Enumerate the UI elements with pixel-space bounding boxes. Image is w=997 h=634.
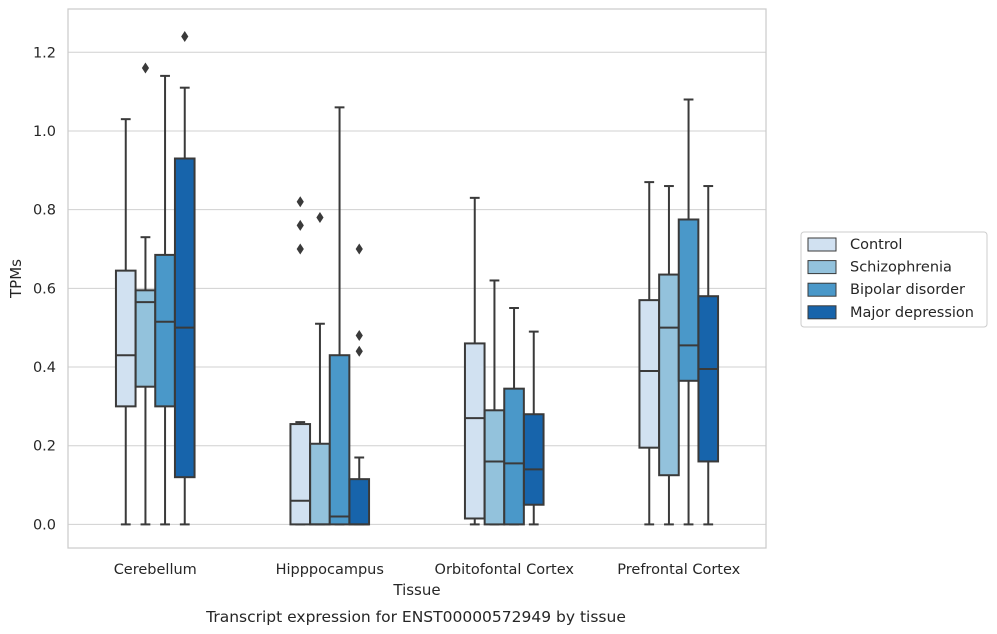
- box-major-depression: [697, 185, 720, 526]
- box-body: [348, 478, 371, 526]
- y-axis-label: TPMs: [7, 259, 25, 299]
- box-body: [697, 295, 720, 463]
- x-tick-label: Prefrontal Cortex: [617, 562, 740, 578]
- y-tick-label: 0.6: [33, 281, 56, 297]
- legend-swatch: [807, 282, 837, 297]
- y-tick-labels: 0.0 0.2 0.4 0.6 0.8 1.0 1.2: [33, 45, 56, 533]
- outlier-point: [355, 243, 363, 255]
- y-tick-label: 1.0: [33, 124, 56, 140]
- box-body: [522, 413, 545, 506]
- box-body: [638, 299, 661, 449]
- box-schizophrenia: [483, 279, 506, 526]
- legend: Control Schizophrenia Bipolar disorder Majo…: [800, 231, 988, 328]
- box-body: [309, 442, 331, 526]
- x-tick-label: Cerebellum: [114, 562, 197, 578]
- x-tick-label: Hipppocampus: [276, 562, 384, 578]
- box-body: [677, 218, 700, 382]
- box-series: [114, 31, 720, 526]
- box-control: [463, 196, 486, 526]
- y-tick-label: 0.8: [33, 203, 56, 219]
- x-tick-labels: Cerebellum Hipppocampus Orbitofontal Corte…: [114, 562, 741, 578]
- outlier-point: [296, 219, 304, 231]
- y-tick-label: 0.2: [33, 439, 56, 455]
- box-control: [638, 181, 661, 526]
- box-body: [114, 269, 137, 408]
- outlier-point: [296, 243, 304, 255]
- outlier-point: [181, 31, 189, 43]
- box-bipolar-disorder: [503, 307, 525, 526]
- box-body: [289, 423, 312, 526]
- box-major-depression: [348, 243, 371, 526]
- box-schizophrenia: [134, 62, 157, 526]
- x-axis-label: Tissue: [392, 581, 440, 599]
- box-major-depression: [173, 31, 196, 526]
- box-bipolar-disorder: [328, 106, 351, 526]
- box-body: [328, 354, 351, 526]
- y-tick-label: 0.0: [33, 517, 56, 533]
- outlier-point: [355, 345, 363, 357]
- box-bipolar-disorder: [677, 98, 700, 526]
- outlier-point: [141, 62, 150, 74]
- box-control: [114, 118, 137, 526]
- box-control: [289, 196, 312, 526]
- plot-area-frame: [67, 8, 767, 549]
- box-body: [658, 273, 680, 477]
- y-tick-label: 1.2: [33, 45, 56, 61]
- box-body: [463, 342, 486, 520]
- legend-swatch: [807, 260, 837, 275]
- box-body: [503, 387, 525, 526]
- outlier-point: [355, 330, 363, 342]
- legend-swatch: [807, 237, 837, 252]
- box-body: [134, 289, 157, 388]
- box-schizophrenia: [309, 212, 331, 526]
- legend-label: Schizophrenia: [850, 260, 952, 276]
- legend-label: Major depression: [850, 305, 974, 321]
- outlier-point: [316, 212, 324, 224]
- legend-label: Control: [850, 237, 902, 253]
- legend-frame: [800, 231, 988, 328]
- outlier-point: [296, 196, 304, 208]
- box-schizophrenia: [658, 185, 680, 526]
- box-body: [483, 409, 506, 526]
- legend-label: Bipolar disorder: [850, 282, 965, 298]
- box-major-depression: [522, 330, 545, 526]
- y-tick-label: 0.4: [33, 360, 56, 376]
- box-body: [154, 253, 176, 408]
- box-body: [173, 157, 196, 479]
- chart-caption: Transcript expression for ENST0000057294…: [205, 608, 626, 626]
- legend-swatch: [807, 305, 837, 320]
- box-bipolar-disorder: [154, 74, 176, 526]
- x-tick-label: Orbitofontal Cortex: [435, 562, 575, 578]
